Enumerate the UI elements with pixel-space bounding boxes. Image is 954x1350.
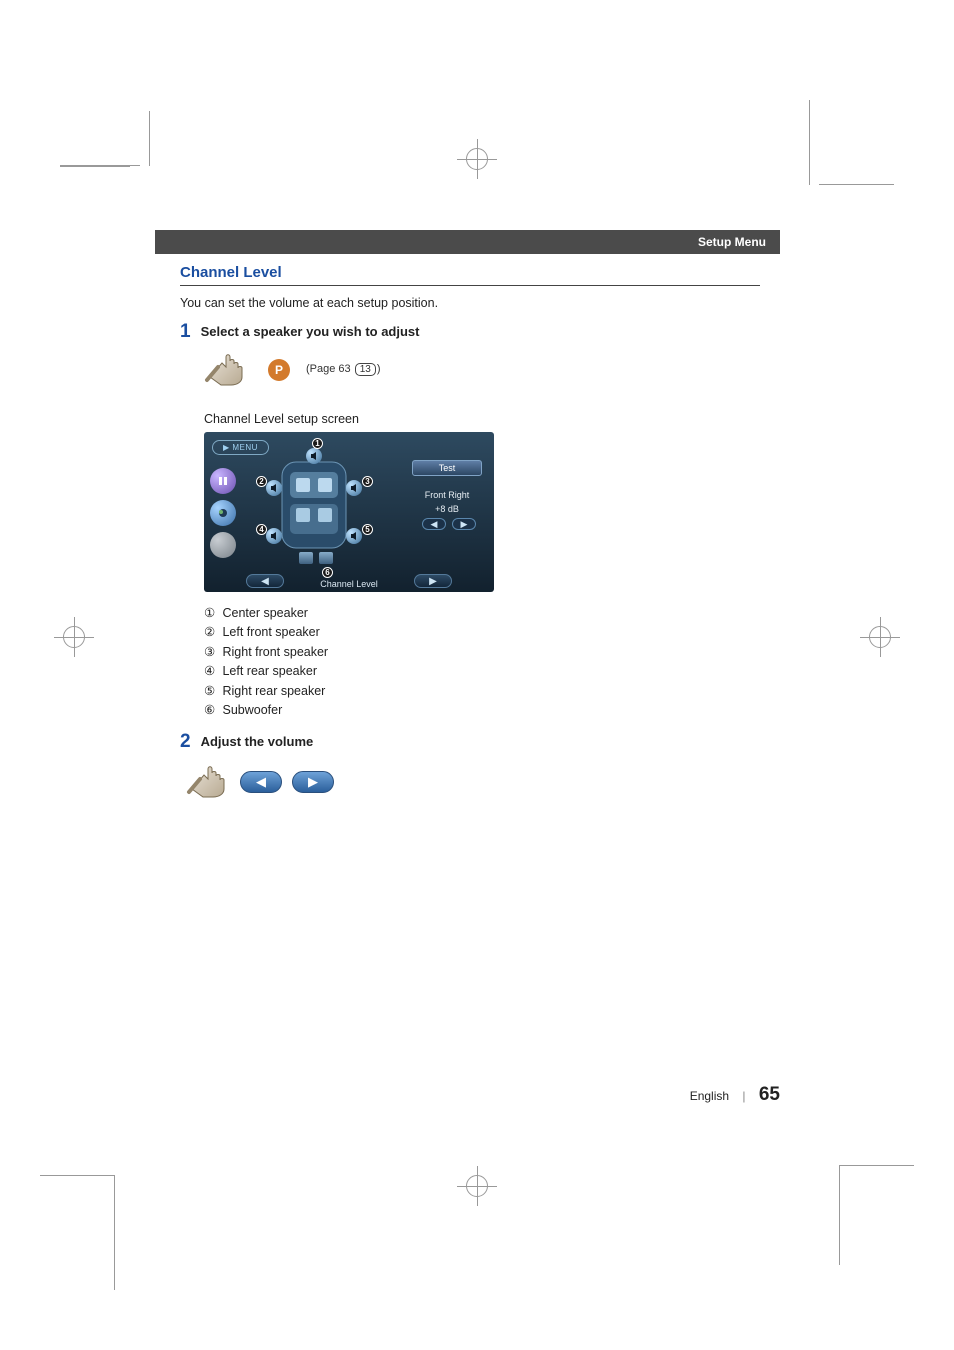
callout-5: 5 bbox=[362, 524, 373, 535]
side-nav-orbs bbox=[210, 468, 236, 558]
list-item: ③ Right front speaker bbox=[204, 643, 760, 662]
section-header-bar: Setup Menu bbox=[155, 230, 780, 254]
step-text: Select a speaker you wish to adjust bbox=[201, 324, 420, 339]
intro-text: You can set the volume at each setup pos… bbox=[180, 296, 760, 310]
footer-separator: | bbox=[742, 1089, 745, 1103]
list-item: ④ Left rear speaker bbox=[204, 662, 760, 681]
crop-mark bbox=[834, 1165, 914, 1265]
volume-up-button[interactable]: ▶ bbox=[292, 771, 334, 793]
list-num: ⑥ bbox=[204, 701, 219, 720]
step-2: 2 Adjust the volume bbox=[180, 734, 760, 751]
page-ref-suffix: ) bbox=[377, 363, 381, 375]
nav-orb-icon[interactable] bbox=[210, 500, 236, 526]
step-number: 1 bbox=[180, 322, 191, 341]
next-screen-button[interactable]: ▶ bbox=[414, 574, 452, 588]
decrease-button[interactable]: ◀ bbox=[422, 518, 446, 530]
list-label: Center speaker bbox=[222, 606, 307, 620]
seat-icons bbox=[299, 552, 333, 564]
speaker-rear-left-icon[interactable] bbox=[266, 528, 282, 544]
step-text: Adjust the volume bbox=[201, 734, 314, 749]
list-item: ② Left front speaker bbox=[204, 623, 760, 642]
speaker-center-icon[interactable] bbox=[306, 448, 322, 464]
speaker-rear-right-icon[interactable] bbox=[346, 528, 362, 544]
speaker-legend: ① Center speaker ② Left front speaker ③ … bbox=[204, 604, 760, 720]
page-ref-number: 13 bbox=[355, 363, 376, 376]
list-label: Right front speaker bbox=[222, 645, 328, 659]
page-number: 65 bbox=[759, 1084, 780, 1105]
callout-4: 4 bbox=[256, 524, 267, 535]
callout-1: 1 bbox=[312, 438, 323, 449]
hand-pointer-icon bbox=[186, 759, 230, 804]
list-num: ③ bbox=[204, 643, 219, 662]
hand-pointer-icon bbox=[204, 347, 248, 392]
seat-icon bbox=[319, 552, 333, 564]
section-header-title: Setup Menu bbox=[698, 235, 766, 249]
page-ref-badge: P bbox=[268, 359, 290, 381]
list-label: Subwoofer bbox=[222, 703, 282, 717]
list-item: ⑥ Subwoofer bbox=[204, 701, 760, 720]
callout-2: 2 bbox=[256, 476, 267, 487]
list-label: Left front speaker bbox=[222, 625, 319, 639]
registration-mark bbox=[463, 1172, 491, 1200]
list-num: ① bbox=[204, 604, 219, 623]
test-button[interactable]: Test bbox=[412, 460, 482, 476]
nav-orb-icon[interactable] bbox=[210, 468, 236, 494]
list-item: ① Center speaker bbox=[204, 604, 760, 623]
step-number: 2 bbox=[180, 732, 191, 751]
list-num: ④ bbox=[204, 662, 219, 681]
crop-mark bbox=[40, 1175, 120, 1285]
registration-mark bbox=[866, 623, 894, 651]
registration-mark bbox=[60, 623, 88, 651]
list-label: Left rear speaker bbox=[222, 664, 317, 678]
crop-mark bbox=[60, 165, 140, 220]
screenshot-caption: Channel Level setup screen bbox=[204, 412, 760, 426]
page-ref-text: (Page 63 13) bbox=[306, 363, 381, 376]
registration-mark bbox=[463, 145, 491, 173]
seat-icon bbox=[299, 552, 313, 564]
speaker-front-right-icon[interactable] bbox=[346, 480, 362, 496]
page-title: Channel Level bbox=[180, 264, 760, 286]
increase-button[interactable]: ▶ bbox=[452, 518, 476, 530]
callout-3: 3 bbox=[362, 476, 373, 487]
list-label: Right rear speaker bbox=[222, 684, 325, 698]
footer-language: English bbox=[690, 1089, 729, 1103]
speaker-front-left-icon[interactable] bbox=[266, 480, 282, 496]
selected-speaker-label: Front Right bbox=[412, 490, 482, 500]
channel-level-screen: ▶ MENU bbox=[204, 432, 494, 592]
page-ref-prefix: (Page 63 bbox=[306, 363, 354, 375]
list-item: ⑤ Right rear speaker bbox=[204, 682, 760, 701]
callout-6: 6 bbox=[322, 567, 333, 578]
car-diagram: 1 2 3 4 5 bbox=[254, 450, 374, 560]
step-1: 1 Select a speaker you wish to adjust bbox=[180, 324, 760, 341]
list-num: ② bbox=[204, 623, 219, 642]
volume-down-button[interactable]: ◀ bbox=[240, 771, 282, 793]
list-num: ⑤ bbox=[204, 682, 219, 701]
selected-speaker-value: +8 dB bbox=[412, 504, 482, 514]
crop-mark bbox=[814, 100, 894, 185]
page-footer: English | 65 bbox=[0, 1084, 780, 1106]
nav-orb-icon[interactable] bbox=[210, 532, 236, 558]
